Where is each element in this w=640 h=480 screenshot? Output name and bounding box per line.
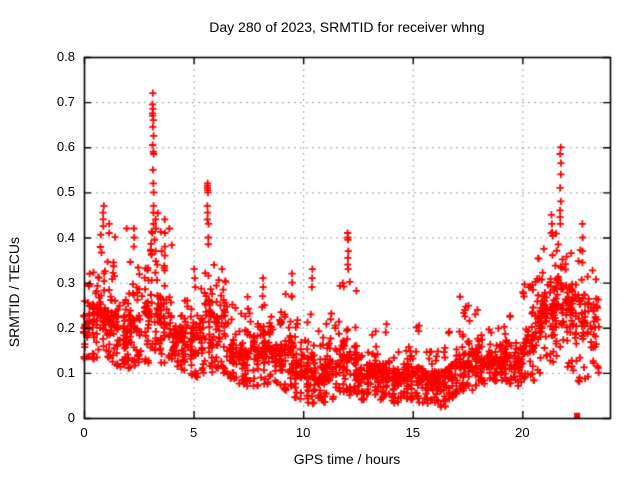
x-tick-label: 0: [80, 425, 88, 440]
y-tick-label: 0.5: [56, 184, 75, 200]
x-tick-label: 10: [295, 425, 311, 440]
y-tick-label: 0.2: [56, 319, 75, 335]
y-tick-label: 0.4: [56, 229, 75, 245]
y-tick-label: 0.8: [56, 49, 75, 64]
y-tick-label: 0: [67, 410, 75, 425]
x-tick-label: 5: [189, 425, 198, 440]
x-axis-label: GPS time / hours: [293, 451, 401, 467]
x-tick-label: 15: [405, 425, 420, 440]
y-tick-label: 0.7: [56, 94, 75, 110]
chart-title: Day 280 of 2023, SRMTID for receiver whn…: [209, 19, 485, 35]
y-tick-label: 0.1: [56, 364, 75, 380]
y-tick-label: 0.3: [56, 274, 75, 290]
y-tick-label: 0.6: [56, 139, 75, 155]
x-tick-label: 20: [515, 425, 530, 440]
